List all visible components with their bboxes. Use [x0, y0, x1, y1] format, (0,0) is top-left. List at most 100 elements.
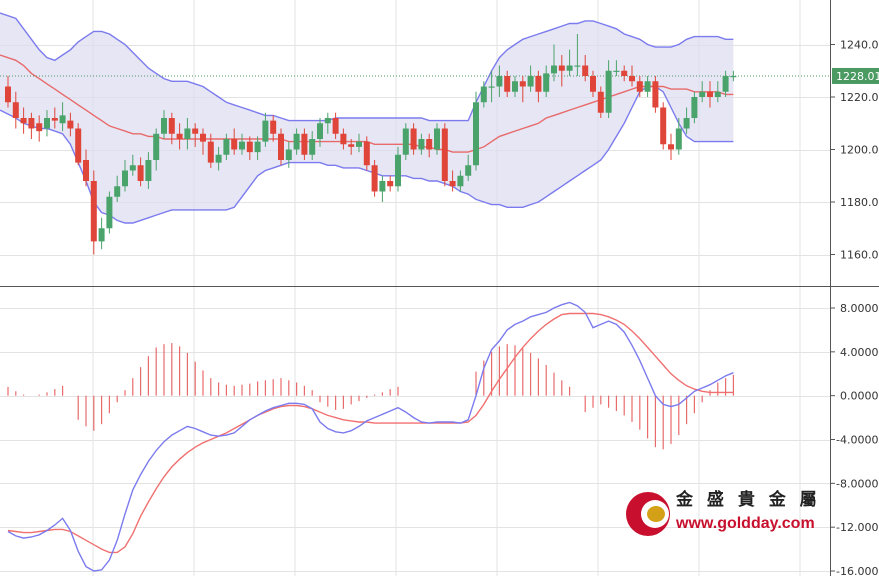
candle-body [129, 165, 136, 171]
candle [184, 118, 191, 150]
candle-body [426, 139, 433, 150]
candle-body [660, 107, 667, 145]
candle [629, 65, 635, 87]
candle [59, 102, 66, 132]
candle [161, 110, 167, 139]
candle [200, 128, 206, 155]
candle-body [44, 118, 50, 129]
candle [324, 112, 331, 134]
candle [644, 76, 651, 97]
candle-body [207, 141, 214, 163]
candle [387, 175, 394, 192]
candle-body [496, 76, 503, 87]
macd-tick-label: 8.0000 [840, 302, 879, 315]
candle-body [379, 181, 386, 192]
candle-body [441, 128, 448, 181]
price-tick-label: 1200.00 [840, 144, 879, 157]
candle [246, 136, 253, 160]
grid-layer [0, 0, 830, 576]
candle [98, 217, 105, 250]
brand-url: www.goldday.com [675, 515, 815, 532]
macd-tick-label: -4.0000 [836, 434, 878, 447]
candle [153, 128, 160, 171]
bollinger-upper-line [0, 12, 734, 122]
candle [137, 157, 144, 187]
candle [285, 141, 292, 168]
price-tick-label: 1160.00 [840, 249, 879, 262]
macd-panel [7, 301, 735, 572]
candle [12, 91, 19, 129]
brand-watermark: 金 盛 貴 金 屬 www.goldday.com [626, 489, 817, 536]
candle [356, 133, 362, 153]
candle [465, 154, 472, 181]
candle-body [270, 120, 277, 134]
candle [418, 133, 425, 155]
candle-body [145, 160, 152, 181]
candle-body [504, 76, 511, 92]
candle [223, 133, 230, 160]
candle-body [90, 181, 97, 242]
candle-body [387, 181, 394, 187]
candle-body [675, 128, 682, 150]
candle-body [699, 91, 706, 97]
candle [473, 91, 479, 171]
candle [239, 133, 245, 155]
candle-body [652, 81, 659, 108]
candle [605, 60, 612, 118]
candle [262, 112, 269, 147]
candle-body [668, 144, 674, 150]
candle [535, 70, 542, 103]
candle [574, 34, 581, 76]
candle-body [410, 128, 417, 150]
candle [20, 107, 27, 134]
candle [36, 115, 43, 142]
candle-body [51, 118, 58, 121]
candle [512, 76, 518, 97]
candle-body [371, 165, 378, 192]
candle-body [457, 175, 464, 187]
candle [449, 170, 456, 192]
candle-body [332, 118, 339, 134]
candle [402, 123, 409, 160]
candle [434, 123, 440, 155]
candle [168, 112, 175, 145]
candle-body [176, 133, 183, 139]
candle [496, 65, 503, 97]
macd-tick-label: -16.0000 [836, 565, 879, 576]
candle-body [317, 123, 323, 139]
candle-body [527, 76, 534, 87]
candle [75, 123, 82, 166]
candle-body [192, 128, 199, 134]
candle-body [137, 165, 144, 181]
candle [480, 81, 487, 108]
macd-signal-line [7, 312, 734, 554]
candle [129, 154, 136, 176]
candle-body [714, 91, 721, 97]
current-price-label: 1228.01 [836, 70, 879, 83]
candle [5, 76, 11, 108]
candle-body [254, 141, 261, 153]
candle-body [20, 118, 27, 124]
candle-body [722, 76, 729, 92]
candle-body [309, 139, 316, 155]
candle [145, 152, 152, 189]
candle-body [621, 70, 628, 76]
candle-body [636, 81, 643, 92]
candle-body [730, 76, 737, 78]
candle-body [153, 133, 160, 160]
candle [660, 102, 667, 150]
candle-body [356, 141, 362, 147]
candle-body [75, 128, 82, 163]
price-panel [0, 12, 830, 255]
candle [636, 76, 643, 97]
candle [590, 70, 596, 97]
candle [551, 44, 557, 82]
candle [114, 175, 121, 202]
candle [652, 76, 659, 113]
candle-body [340, 133, 347, 145]
candle [301, 128, 308, 160]
candle-body [122, 170, 128, 187]
candle-body [36, 123, 43, 132]
candle [28, 112, 35, 139]
